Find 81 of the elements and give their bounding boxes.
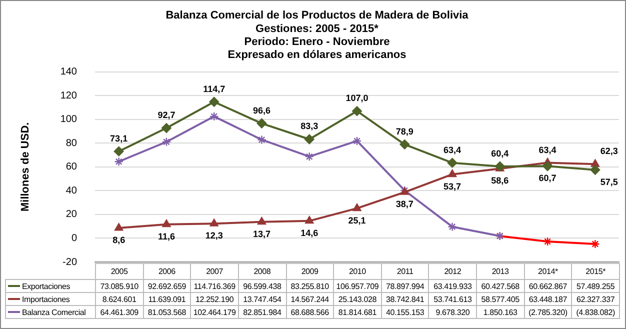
text: 13.747.454: [238, 292, 286, 306]
x-tick-label: 2009: [286, 264, 334, 280]
text: 14.567.244: [286, 292, 334, 306]
text: 38.742.841: [381, 292, 429, 306]
y-tick-label: 120: [60, 90, 78, 102]
text: 60.427.568: [476, 280, 524, 292]
x-tick-label: 2008: [238, 264, 286, 280]
legend-label: Importaciones: [6, 292, 96, 306]
chart-subtitle: Gestiones: 2005 - 2015* Periodo: Enero - Noviembre Expresado en dólares americanos: [228, 22, 406, 62]
y-tick-label: 40: [66, 185, 78, 196]
data-label: 63,4: [444, 144, 462, 155]
data-label: 57,5: [600, 176, 618, 187]
data-label: 78,9: [396, 126, 414, 136]
text: 81.814.681: [334, 306, 382, 318]
data-label: 25,1: [348, 215, 366, 226]
x-tick-label: 2013: [476, 264, 524, 280]
data-label: 14,6: [300, 228, 318, 238]
data-label: 114,7: [203, 84, 226, 94]
text: 9.678.320: [428, 306, 476, 318]
text: 62.327.337: [572, 292, 620, 306]
x-tick-label: 2006: [143, 264, 191, 280]
chart-title: Balanza Comercial de los Productos de Madera de Bolivia: [166, 10, 470, 22]
legend-label: Balanza Comercial: [6, 306, 96, 318]
legend-label: Exportaciones: [6, 280, 96, 292]
x-tick-label: 2005: [96, 264, 144, 280]
text: 81.053.568: [143, 306, 191, 318]
text: 96.599.438: [238, 280, 286, 292]
data-label: 96,6: [252, 105, 270, 116]
text: 63.448.187: [524, 292, 572, 306]
text: 57.489.255: [572, 280, 620, 292]
data-label: 13,7: [252, 228, 270, 239]
data-label: 11,6: [158, 231, 175, 242]
data-label: 38,7: [396, 199, 414, 210]
text: 106.957.709: [334, 280, 382, 292]
y-tick-label: 80: [66, 138, 78, 149]
text: 64.461.309: [96, 306, 144, 318]
x-tick-label: 2010: [334, 264, 382, 280]
text: 114.716.369: [190, 280, 238, 292]
data-label: 60,7: [538, 173, 556, 184]
text: 68.688.566: [286, 306, 334, 318]
text: 83.255.810: [286, 280, 334, 292]
data-label: 62,3: [600, 146, 618, 156]
text: 58.577.405: [476, 292, 524, 306]
data-label: 73,1: [110, 133, 128, 144]
text: 63.419.933: [428, 280, 476, 292]
text: 73.085.910: [96, 280, 144, 292]
x-tick-label: 2014*: [524, 264, 572, 280]
data-label: 53,7: [444, 181, 462, 192]
y-tick-label: 0: [71, 232, 78, 244]
text: 1.850.163: [476, 306, 524, 318]
data-label: 83,3: [300, 121, 318, 132]
data-label: 58,6: [491, 176, 509, 186]
text: 60.662.867: [524, 280, 572, 292]
y-axis-title: Millones de USD.: [20, 122, 32, 212]
data-label: 92,7: [158, 110, 176, 120]
text: 40.155.153: [381, 306, 429, 318]
text: 78.897.994: [381, 280, 429, 292]
y-tick-label: 20: [66, 209, 78, 220]
y-tick-label: 140: [60, 66, 78, 78]
text: 11.639.091: [143, 292, 191, 306]
text: 25.143.028: [334, 292, 382, 306]
data-label: 12,3: [205, 230, 223, 241]
text: 53.741.613: [428, 292, 476, 306]
y-tick-label: 100: [60, 114, 78, 126]
x-tick-label: 2012: [428, 264, 476, 280]
text: 12.252.190: [190, 292, 238, 306]
y-tick-label: 60: [66, 162, 78, 173]
data-label: 8,6: [112, 234, 126, 245]
data-label: 63,4: [538, 144, 556, 155]
x-tick-label: 2007: [190, 264, 238, 280]
text: 92.692.659: [143, 280, 191, 292]
text: (4.838.082): [572, 306, 620, 318]
y-tick-label: -20: [62, 256, 78, 268]
text: 8.624.601: [96, 292, 144, 306]
x-tick-label: 2011: [381, 264, 429, 280]
data-label: 60,4: [491, 148, 509, 158]
data-label: 107,0: [346, 93, 368, 104]
x-tick-label: 2015*: [572, 264, 620, 280]
text: 82.851.984: [238, 306, 286, 318]
text: 102.464.179: [190, 306, 238, 318]
text: (2.785.320): [524, 306, 572, 318]
